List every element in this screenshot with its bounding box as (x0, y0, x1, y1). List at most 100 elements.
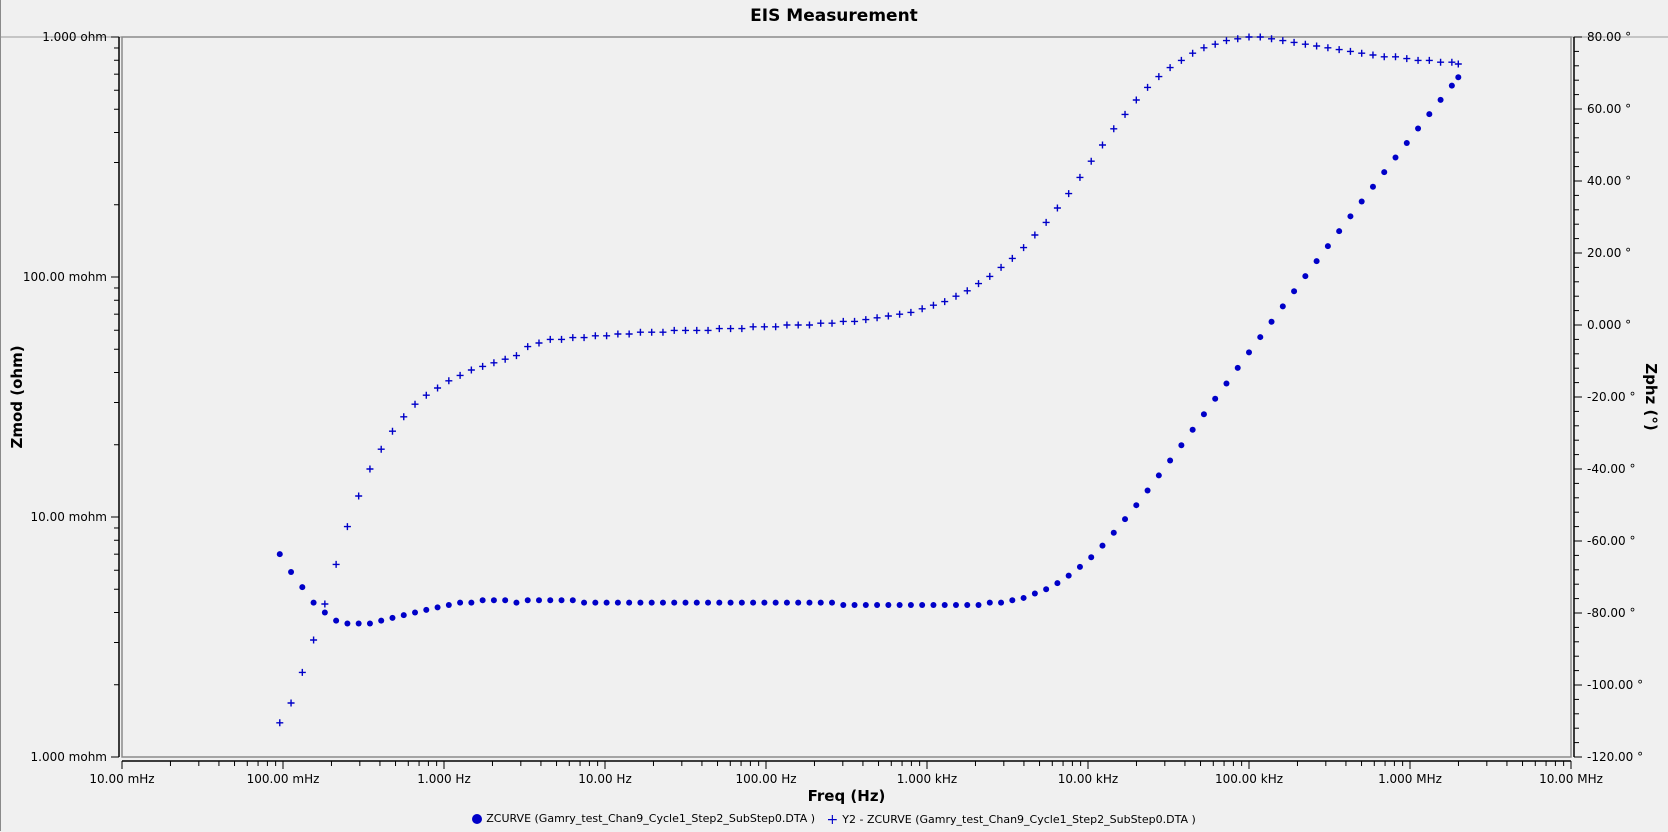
phase-data-point (434, 384, 442, 392)
zmod-data-point (1043, 586, 1050, 593)
zmod-data-point (1426, 111, 1433, 118)
zmod-data-point (378, 617, 385, 624)
zmod-data-point (1065, 572, 1072, 579)
phase-data-point (287, 699, 295, 707)
phase-data-point (377, 445, 385, 453)
phase-data-point (896, 310, 904, 318)
zmod-data-point (1223, 380, 1230, 387)
zmod-data-point (400, 612, 407, 619)
phase-data-point (569, 334, 577, 342)
phase-data-point (828, 319, 836, 327)
legend-label-phase: Y2 - ZCURVE (Gamry_test_Chan9_Cycle1_Ste… (842, 813, 1196, 826)
zmod-data-point (1369, 183, 1376, 190)
phase-data-point (907, 308, 915, 316)
phase-data-point (862, 316, 870, 324)
zmod-data-point (333, 617, 340, 624)
dot-marker-icon (472, 813, 483, 824)
zmod-data-point (1336, 228, 1343, 235)
zmod-data-point (829, 599, 836, 606)
phase-data-point (1454, 60, 1462, 68)
zmod-data-point (547, 597, 554, 604)
phase-data-point (1346, 47, 1354, 55)
zmod-data-point (738, 599, 745, 606)
zmod-data-point (659, 599, 666, 606)
zmod-data-point (964, 601, 971, 608)
phase-data-point (310, 636, 318, 644)
phase-data-point (749, 323, 757, 331)
phase-data-point (591, 332, 599, 340)
phase-data-point (772, 323, 780, 331)
phase-data-point (727, 325, 735, 333)
phase-data-point (1358, 49, 1366, 57)
phase-data-point (1369, 51, 1377, 59)
phase-data-point (952, 292, 960, 300)
zmod-data-point (603, 599, 610, 606)
zmod-data-point (468, 599, 475, 606)
phase-data-point (524, 343, 532, 351)
x-tick-label: 1.000 MHz (1378, 772, 1442, 786)
x-tick-label: 10.00 kHz (1058, 772, 1118, 786)
zmod-data-point (1212, 395, 1219, 402)
zmod-data-point (1155, 472, 1162, 479)
zmod-data-point (1403, 139, 1410, 146)
phase-data-point (851, 317, 859, 325)
zmod-data-point (321, 609, 328, 616)
legend-item-phase[interactable]: + Y2 - ZCURVE (Gamry_test_Chan9_Cycle1_S… (827, 813, 1196, 827)
zmod-data-point (513, 599, 520, 606)
zmod-data-point (817, 599, 824, 606)
y2-tick-label: 60.00 ° (1587, 102, 1631, 116)
zmod-data-point (727, 599, 734, 606)
zmod-data-point (1133, 502, 1140, 509)
y-axis-title: Zmod (ohm) (8, 345, 26, 448)
phase-data-point (1031, 231, 1039, 239)
legend: ZCURVE (Gamry_test_Chan9_Cycle1_Step2_Su… (0, 812, 1668, 827)
zmod-data-point (355, 620, 362, 627)
phase-data-point (817, 319, 825, 327)
zmod-data-point (806, 599, 813, 606)
zmod-data-point (1279, 303, 1286, 310)
phase-data-point (580, 334, 588, 342)
zmod-data-point (1189, 426, 1196, 433)
phase-data-point (1076, 173, 1084, 181)
zmod-data-point (569, 597, 576, 604)
zmod-data-point (783, 599, 790, 606)
phase-data-point (1448, 58, 1456, 66)
phase-data-point (760, 323, 768, 331)
zmod-data-point (1268, 318, 1275, 325)
zmod-data-point (772, 599, 779, 606)
zmod-data-point (626, 599, 633, 606)
phase-data-point (456, 371, 464, 379)
zmod-data-point (952, 601, 959, 608)
zmod-data-point (592, 599, 599, 606)
phase-data-point (388, 427, 396, 435)
zmod-data-point (1448, 82, 1455, 89)
phase-data-point (839, 317, 847, 325)
phase-data-point (670, 326, 678, 334)
phase-data-point (366, 465, 374, 473)
zmod-data-point (1076, 563, 1083, 570)
zmod-data-point (705, 599, 712, 606)
phase-data-point (1222, 37, 1230, 45)
phase-data-point (636, 328, 644, 336)
zmod-data-point (1415, 125, 1422, 132)
phase-data-point (1132, 96, 1140, 104)
y-tick-label: 1.000 mohm (31, 750, 108, 764)
zmod-data-point (344, 620, 351, 627)
phase-data-point (1144, 83, 1152, 91)
zmod-data-point (1246, 349, 1252, 356)
phase-data-point (1392, 53, 1400, 61)
phase-data-point (479, 362, 487, 370)
phase-data-point (1053, 204, 1061, 212)
phase-data-point (1245, 33, 1253, 41)
zmod-data-point (795, 599, 802, 606)
legend-item-zmod[interactable]: ZCURVE (Gamry_test_Chan9_Cycle1_Step2_Su… (472, 812, 815, 825)
phase-data-point (321, 600, 329, 608)
phase-data-point (1313, 42, 1321, 50)
zmod-data-point (693, 599, 700, 606)
y2-tick-label: -80.00 ° (1587, 606, 1636, 620)
phase-data-point (1380, 53, 1388, 61)
phase-data-point (659, 328, 667, 336)
phase-data-point (693, 326, 701, 334)
phase-data-point (355, 492, 363, 500)
